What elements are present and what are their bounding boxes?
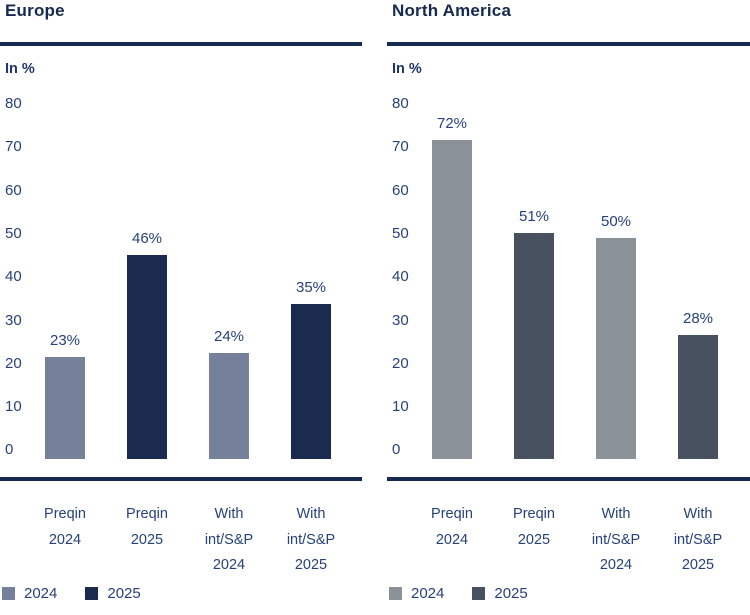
bar-value-label: 24% <box>213 328 245 345</box>
category-label: With int/S&P 2025 <box>653 502 743 579</box>
y-axis-tick-label: 50 <box>392 224 409 242</box>
bar-value-label: 51% <box>518 208 550 225</box>
chart-panel-europe: Europe In % 80 70 60 50 40 30 20 10 0 23% 46% 24% 35… <box>0 0 362 615</box>
category-label: With int/S&P 2024 <box>184 502 274 579</box>
bar-value-label: 50% <box>600 213 632 230</box>
bar-2025 <box>127 255 167 459</box>
category-label-line: int/S&P <box>286 531 336 548</box>
chart-legend: 2024 2025 <box>389 585 528 602</box>
legend-item-2025: 2025 <box>472 585 528 602</box>
category-label-line: int/S&P <box>591 531 641 548</box>
category-label-line: 2024 <box>48 531 82 548</box>
y-axis-tick-label: 40 <box>5 268 22 286</box>
y-axis-tick-label: 60 <box>392 181 409 199</box>
category-label-line: 2024 <box>435 531 469 548</box>
category-label-line: Preqin <box>513 506 555 522</box>
category-label-line: Preqin <box>126 506 168 522</box>
chart-title-north-america: North America <box>392 1 512 20</box>
bar-2024 <box>596 238 636 459</box>
bar-2024 <box>209 353 249 459</box>
bar-2024 <box>432 140 472 459</box>
title-divider-rule <box>0 42 362 46</box>
bar-2024 <box>45 357 85 459</box>
y-axis-tick-label: 70 <box>392 138 409 156</box>
category-label: Preqin 2025 <box>489 502 579 553</box>
legend-label: 2025 <box>494 585 528 602</box>
y-axis-tick-label: 80 <box>5 95 22 112</box>
category-label-line: 2024 <box>212 557 246 573</box>
category-label-line: With <box>683 506 713 522</box>
y-axis-tick-label: 20 <box>392 354 409 372</box>
category-label-line: 2025 <box>294 557 328 573</box>
chart-panel-north-america: North America In % 80 70 60 50 40 30 20 10 0 72% 5… <box>387 0 750 615</box>
legend-label: 2025 <box>107 585 141 602</box>
plot-area: 80 70 60 50 40 30 20 10 0 72% 51% 50% 28% <box>387 95 750 459</box>
legend-item-2024: 2024 <box>2 585 57 602</box>
y-axis-tick-label: 50 <box>5 224 22 242</box>
category-label-line: 2025 <box>130 531 164 548</box>
x-axis-category-labels: Preqin 2024 Preqin 2025 With int/S&P 2024 With i… <box>0 498 362 583</box>
y-axis-tick-label: 10 <box>392 398 409 416</box>
y-axis-tick-label: 0 <box>5 441 14 459</box>
category-label-line: Preqin <box>431 506 473 522</box>
legend-label: 2024 <box>24 585 58 602</box>
category-label: With int/S&P 2024 <box>571 502 661 579</box>
y-axis-tick-label: 30 <box>392 311 409 329</box>
bar-value-label: 46% <box>131 230 163 247</box>
category-label: Preqin 2024 <box>20 502 110 553</box>
legend-item-2024: 2024 <box>389 585 444 602</box>
y-axis-tick-label: 10 <box>5 398 22 416</box>
category-label-line: 2025 <box>681 557 715 573</box>
bar-2025 <box>514 233 554 459</box>
legend-swatch <box>85 587 99 600</box>
category-label-line: 2025 <box>517 531 551 548</box>
category-label: Preqin 2025 <box>102 502 192 553</box>
plot-area: 80 70 60 50 40 30 20 10 0 23% 46% 24% 35% <box>0 95 362 459</box>
legend-swatch <box>472 587 486 600</box>
legend-label: 2024 <box>411 585 445 602</box>
category-label-line: With <box>214 506 244 522</box>
title-divider-rule <box>387 42 750 46</box>
bar-value-label: 28% <box>682 310 714 327</box>
x-axis-baseline-rule <box>0 477 362 481</box>
category-label-line: 2024 <box>599 557 633 573</box>
legend-swatch <box>2 587 15 600</box>
bar-value-label: 35% <box>295 279 327 296</box>
x-axis-baseline-rule <box>387 477 750 481</box>
legend-item-2025: 2025 <box>85 585 141 602</box>
y-axis-tick-label: 20 <box>5 354 22 372</box>
category-label-line: Preqin <box>44 506 86 522</box>
y-axis-tick-label: 40 <box>392 268 409 286</box>
bar-2025 <box>291 304 331 459</box>
y-axis-unit-label: In % <box>5 61 35 77</box>
bar-value-label: 23% <box>49 332 81 349</box>
category-label-line: int/S&P <box>673 531 723 548</box>
y-axis-unit-label: In % <box>392 61 422 77</box>
category-label: With int/S&P 2025 <box>266 502 356 579</box>
chart-title-europe: Europe <box>5 1 65 20</box>
legend-swatch <box>389 587 402 600</box>
y-axis-tick-label: 70 <box>5 138 22 156</box>
chart-legend: 2024 2025 <box>2 585 141 602</box>
category-label-line: With <box>601 506 631 522</box>
category-label-line: int/S&P <box>204 531 254 548</box>
bar-value-label: 72% <box>436 115 468 132</box>
y-axis-tick-label: 30 <box>5 311 22 329</box>
x-axis-category-labels: Preqin 2024 Preqin 2025 With int/S&P 2024 With i… <box>387 498 750 583</box>
bar-2025 <box>678 335 718 459</box>
category-label-line: With <box>296 506 326 522</box>
y-axis-tick-label: 60 <box>5 181 22 199</box>
y-axis-tick-label: 0 <box>392 441 401 459</box>
y-axis-tick-label: 80 <box>392 95 409 112</box>
category-label: Preqin 2024 <box>407 502 497 553</box>
